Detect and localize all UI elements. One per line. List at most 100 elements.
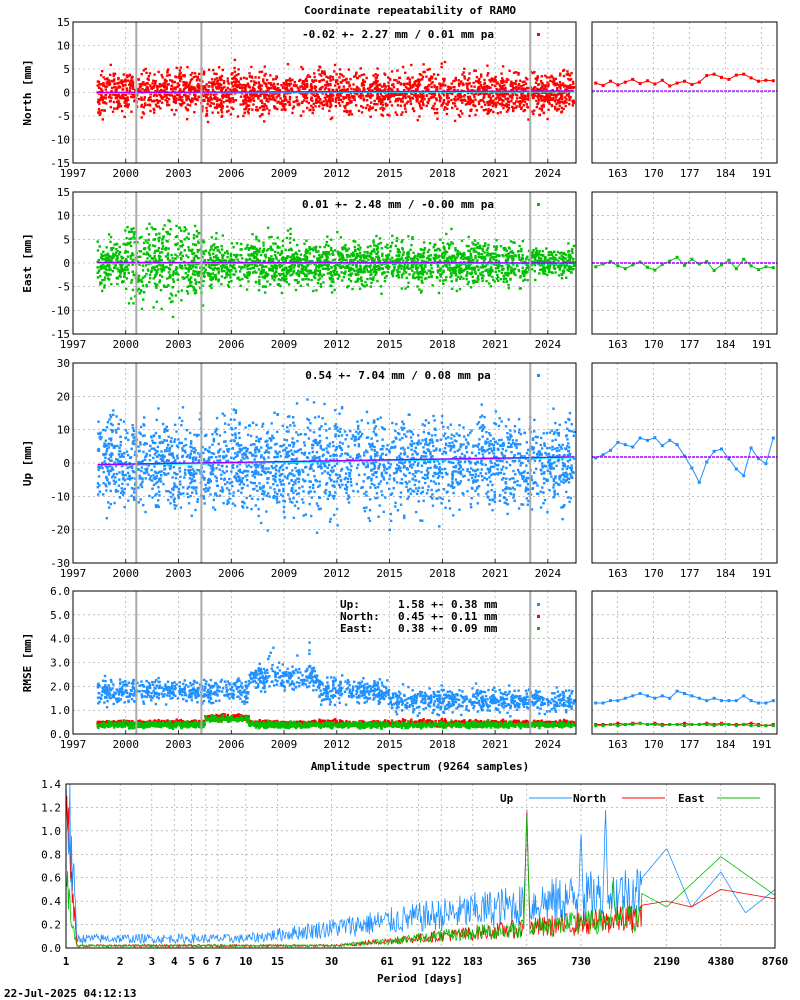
point [158,82,162,86]
point [535,249,539,253]
point [507,252,511,255]
point [303,258,306,261]
point [557,101,560,104]
point [193,278,197,281]
point [282,257,286,261]
point [471,275,474,279]
point [359,270,363,273]
point [196,248,199,252]
point [421,97,424,101]
point [148,280,151,284]
point [142,69,146,72]
point [163,89,166,92]
point [531,252,534,256]
point [301,92,305,96]
point [161,236,165,239]
point [432,73,436,76]
point [188,277,191,281]
point [282,260,285,263]
point [398,264,402,268]
year-tick-label: 2012 [324,338,351,351]
point [158,274,162,277]
point [360,276,363,279]
point [357,86,360,90]
point [373,267,377,270]
point [472,243,475,246]
point [327,244,330,247]
point [466,95,470,99]
point [335,88,339,92]
point [363,88,366,91]
point [274,77,277,81]
point [155,90,159,93]
point [210,245,213,248]
point [117,99,120,102]
point [494,267,498,270]
point [238,270,242,273]
point [501,99,504,102]
point [213,266,216,270]
point [383,82,386,86]
point [484,242,487,245]
point [330,94,333,97]
point [320,70,324,73]
point [217,87,221,90]
point [381,98,385,101]
point [137,274,141,278]
point [108,278,111,281]
point [319,282,323,286]
point [232,266,235,270]
point [118,96,122,99]
point [536,260,539,264]
point [538,250,541,253]
point [453,102,456,105]
point [527,97,531,100]
point [231,97,235,100]
point [257,81,261,84]
point [308,252,312,255]
point [291,263,294,266]
y-axis-label: North [mm] [21,59,34,125]
point [331,75,334,79]
point [466,91,470,95]
point [139,250,143,253]
point [517,73,520,76]
point [459,82,462,86]
point [396,260,400,264]
point [417,277,420,281]
point [131,82,134,86]
point [233,70,237,73]
point [179,229,183,232]
point [533,263,537,267]
point [224,259,228,262]
y-tick-label: 5 [63,63,70,76]
point [526,86,529,90]
point [567,95,571,98]
point [430,82,433,85]
point [429,258,432,261]
point [436,85,439,89]
point [293,80,297,84]
point [139,255,142,259]
point [269,92,272,95]
point [385,254,388,257]
point [398,92,401,95]
point [534,81,538,84]
point [405,82,408,85]
point [546,98,549,101]
point [275,76,279,79]
point [448,244,451,247]
point [425,272,429,275]
point [478,88,481,91]
point [225,275,228,278]
point [396,69,399,72]
point [402,265,406,269]
point [185,117,189,121]
point [179,98,183,102]
point [354,280,357,283]
point [513,267,516,271]
point [320,101,323,104]
point [345,101,349,105]
point [538,268,542,272]
point [464,266,468,270]
